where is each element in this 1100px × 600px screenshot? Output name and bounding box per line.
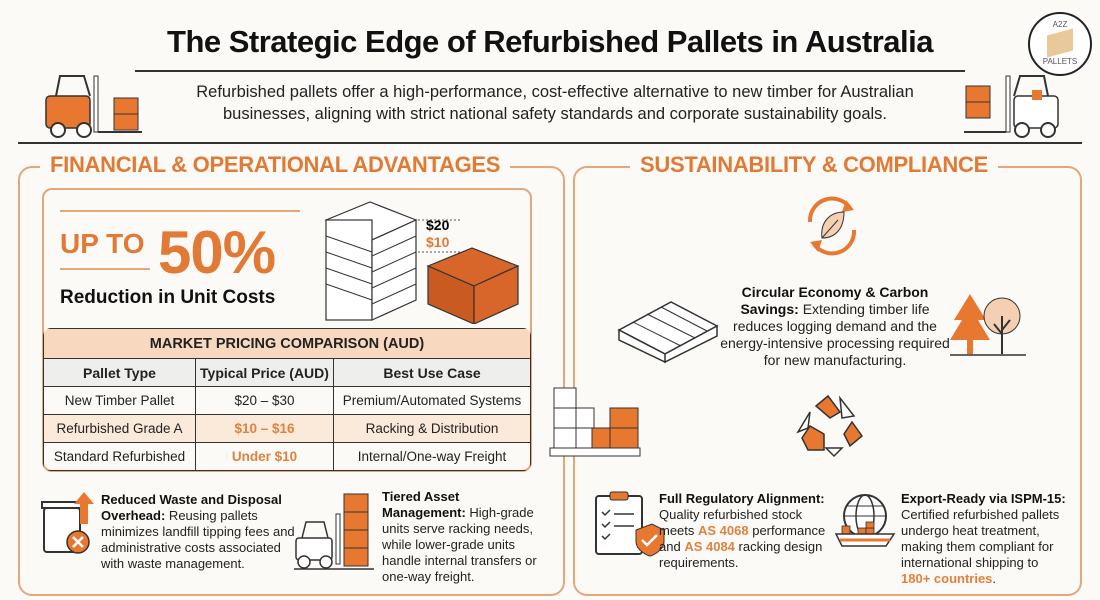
circular-economy-item: Circular Economy & Carbon Savings: Exten… [720, 284, 950, 369]
table-cell: Under $10 [195, 442, 334, 471]
pricing-table: MARKET PRICING COMPARISON (AUD) Pallet T… [43, 328, 531, 471]
column-header: Typical Price (AUD) [195, 358, 334, 387]
standard-as4068: AS 4068 [698, 523, 749, 538]
waste-title: Reduced Waste and Disposal Overhead: [101, 492, 282, 523]
table-cell: Refurbished Grade A [43, 414, 196, 443]
recycle-icon [796, 394, 864, 458]
waste-body: Reusing pallets minimizes landfill tippi… [101, 508, 295, 571]
percent-value: 50% [158, 219, 276, 286]
reduction-label: Reduction in Unit Costs [60, 287, 276, 308]
table-cell: $10 – $16 [195, 414, 334, 443]
table-cell: Premium/Automated Systems [333, 386, 531, 415]
forklift-boxes-icon [294, 493, 374, 570]
table-cell: Standard Refurbished [43, 442, 196, 471]
tiered-title: Tiered Asset Management: [382, 489, 466, 520]
table-cell: New Timber Pallet [43, 386, 196, 415]
circular-title: Circular Economy & Carbon Savings: [740, 284, 929, 317]
a2z-pallets-logo: A2Z PALLETS [1028, 12, 1092, 76]
header-divider [18, 142, 1082, 144]
trees-icon [950, 294, 1026, 356]
regulatory-text: racking design requirements. [659, 539, 823, 570]
decor-line [60, 210, 300, 212]
table-cell: $20 – $30 [195, 386, 334, 415]
table-row: Refurbished Grade A $10 – $16 Racking & Di… [43, 414, 531, 443]
tiered-item: Tiered Asset Management: High-grade unit… [382, 489, 542, 585]
waste-bin-icon [41, 492, 94, 554]
regulatory-item: Full Regulatory Alignment: Quality refur… [659, 491, 829, 571]
page-title: The Strategic Edge of Refurbished Pallet… [167, 24, 933, 59]
circular-body: Extending timber life reduces logging de… [720, 301, 950, 368]
pallet-icon [617, 301, 719, 364]
globe-ship-icon [834, 494, 896, 547]
price-refurb-label: $10 [426, 234, 450, 250]
table-row: New Timber Pallet $20 – $30 Premium/Automa… [43, 386, 531, 415]
column-header: Best Use Case [333, 358, 531, 387]
forklift-left-icon [45, 75, 142, 138]
table-cell: Internal/One-way Freight [333, 442, 531, 471]
export-body: Certified refurbished pallets undergo he… [901, 507, 1060, 570]
cost-reduction-card [42, 188, 532, 472]
table-caption: MARKET PRICING COMPARISON (AUD) [43, 328, 531, 359]
forklift-right-icon [964, 75, 1059, 138]
title-divider [135, 70, 965, 72]
regulatory-text: performance and [659, 523, 826, 554]
countries-highlight: 180+ countries [901, 571, 993, 586]
compliance-checklist-icon [595, 491, 665, 557]
standard-as4084: AS 4084 [684, 539, 735, 554]
regulatory-text: Quality refurbished stock meets [659, 507, 803, 538]
waste-item: Reduced Waste and Disposal Overhead: Reu… [101, 492, 301, 572]
decor-line [60, 268, 150, 270]
financial-heading: FINANCIAL & OPERATIONAL ADVANTAGES [40, 152, 511, 178]
pallet-stacks-icon: $20 $10 [324, 201, 520, 324]
stacked-boxes-icon [549, 387, 641, 457]
sustainability-heading: SUSTAINABILITY & COMPLIANCE [630, 152, 998, 178]
table-cell: Racking & Distribution [333, 414, 531, 443]
export-title: Export-Ready via ISPM-15: [901, 491, 1066, 506]
subtitle: Refurbished pallets offer a high-perform… [196, 83, 914, 123]
export-end: . [992, 571, 997, 586]
leaf-cycle-icon [807, 196, 857, 256]
regulatory-title: Full Regulatory Alignment: [659, 491, 825, 506]
export-item: Export-Ready via ISPM-15: Certified refu… [901, 491, 1071, 587]
tiered-body: High-grade units serve racking needs, wh… [382, 505, 537, 584]
table-row: Standard Refurbished Under $10 Internal/On… [43, 442, 531, 471]
up-to-label: UP TO [60, 228, 145, 259]
price-new-label: $20 [426, 217, 450, 233]
column-header: Pallet Type [43, 358, 196, 387]
